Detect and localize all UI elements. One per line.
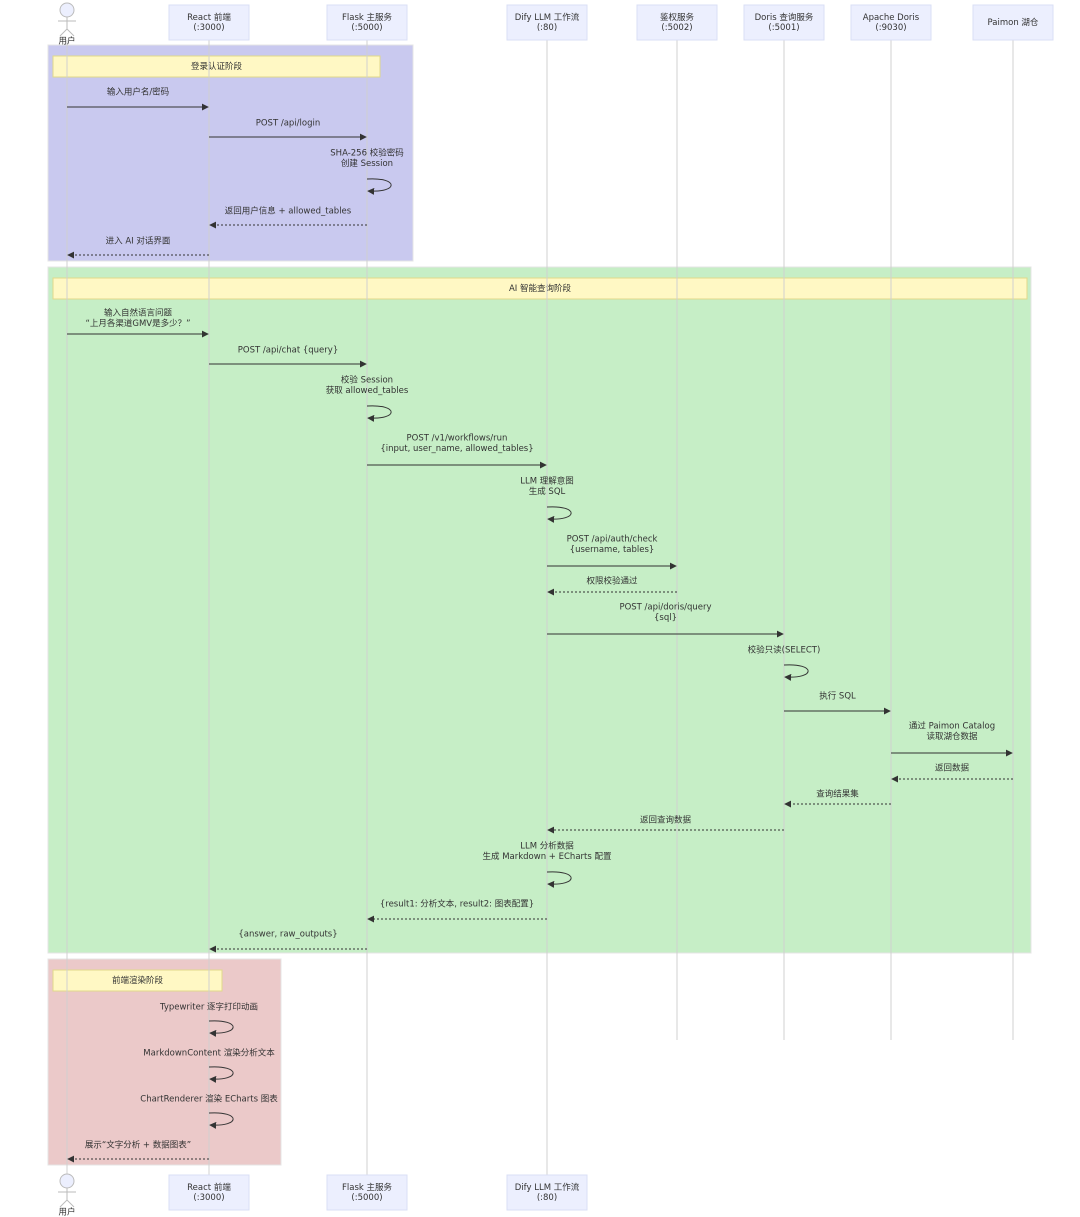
message-label: POST /v1/workflows/run [407,434,508,444]
message-label: “上月各渠道GMV是多少？” [85,318,190,329]
participant-box [506,1174,588,1211]
message-label: 返回用户信息 + allowed_tables [225,206,352,217]
participant-label: Apache Doris [863,13,920,23]
message-label: ChartRenderer 渲染 ECharts 图表 [140,1094,278,1105]
self-message-arrow [366,405,392,422]
participant-box [743,4,825,41]
self-message-arrow [546,506,572,523]
message-label: 进入 AI 对话界面 [106,236,171,247]
participant-label: Dify LLM 工作流 [515,1182,580,1193]
message-label: LLM 分析数据 [520,841,574,852]
self-message-arrow [546,871,572,888]
message-label: POST /api/doris/query [619,603,711,613]
participant-label: 用户 [58,1207,75,1217]
message-label: {username, tables} [570,545,655,555]
section-title: AI 智能查询阶段 [509,283,572,294]
participant-label: React 前端 [187,1182,231,1193]
message-label: {input, user_name, allowed_tables} [380,444,533,454]
section-title: 登录认证阶段 [191,61,243,72]
message-label: 执行 SQL [819,691,856,702]
participant-box [326,4,408,41]
message-label: 输入自然语言问题 [104,308,173,319]
message-label: 生成 Markdown + ECharts 配置 [483,851,612,862]
participant-label: (:3000) [193,23,224,33]
participant-box [168,4,250,41]
message-label: 校验 Session [341,375,393,386]
participant-label: (:3000) [193,1193,224,1203]
message-label: 读取湖仓数据 [926,731,978,742]
message-label: POST /api/auth/check [567,535,658,545]
participant-label: 鉴权服务 [660,12,695,23]
section-box [47,958,282,1166]
self-message-arrow [208,1112,234,1129]
self-message-arrow [366,178,392,195]
participant-label: Paimon 湖仓 [988,17,1039,28]
message-label: 权限校验通过 [586,576,638,587]
message-label: {sql} [654,613,677,623]
participant-label: (:5000) [351,1193,382,1203]
participant-box [636,4,718,41]
actor-leg [59,1199,68,1208]
message-label: 查询结果集 [816,789,859,800]
participant-label: (:5000) [351,23,382,33]
message-label: 返回查询数据 [640,815,692,826]
message-label: 通过 Paimon Catalog [909,721,995,732]
participant-label: React 前端 [187,12,231,23]
participant-label: Flask 主服务 [342,12,393,23]
message-label: 校验只读(SELECT) [748,645,821,656]
message-label: {result1: 分析文本, result2: 图表配置} [380,899,534,910]
message-label: 输入用户名/密码 [107,87,169,98]
actor-leg [66,1199,75,1208]
actor-leg [66,28,75,37]
message-label: LLM 理解意图 [520,476,574,487]
participant-label: Doris 查询服务 [755,12,814,23]
participant-label: (:5001) [768,23,799,33]
participant-box [972,4,1054,41]
participant-box [326,1174,408,1211]
message-label: MarkdownContent 渲染分析文本 [143,1048,275,1059]
participant-label: Flask 主服务 [342,1182,393,1193]
section-box [47,266,1032,954]
message-label: POST /api/login [256,119,321,129]
message-label: POST /api/chat {query} [238,346,338,356]
message-label: 返回数据 [935,763,970,774]
participant-label: 用户 [58,36,75,47]
message-label: Typewriter 逐字打印动画 [159,1002,258,1013]
message-label: 获取 allowed_tables [326,385,409,396]
message-label: 生成 SQL [529,486,566,497]
self-message-arrow [208,1066,234,1083]
participant-label: Dify LLM 工作流 [515,12,580,23]
participant-box [850,4,932,41]
actor-head [59,1173,75,1189]
message-label: {answer, raw_outputs} [238,930,337,940]
actor-head [59,2,75,18]
participant-label: (:80) [537,23,557,33]
message-label: 创建 Session [341,158,393,169]
message-label: 展示“文字分析 + 数据图表” [85,1140,191,1151]
participant-label: (:80) [537,1193,557,1203]
message-label: SHA-256 校验密码 [330,148,403,159]
section-title-box [52,969,223,992]
participant-label: (:9030) [875,23,906,33]
section-title-box [52,55,381,78]
self-message-arrow [783,664,809,681]
actor-leg [59,28,68,37]
participant-box [168,1174,250,1211]
participant-label: (:5002) [661,23,692,33]
section-title: 前端渲染阶段 [112,975,164,986]
self-message-arrow [208,1020,234,1037]
participant-box [506,4,588,41]
